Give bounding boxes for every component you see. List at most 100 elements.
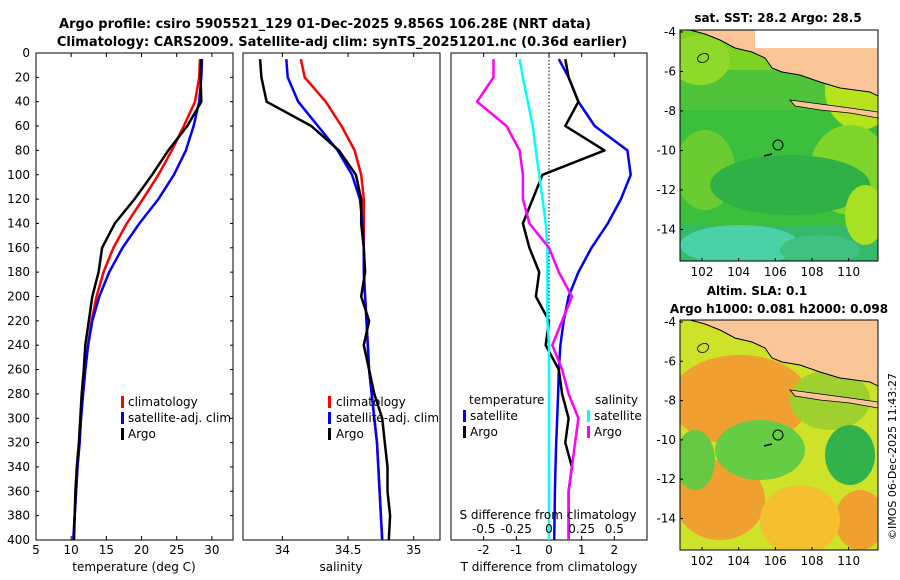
depth-tick-label: 100: [7, 168, 30, 182]
s-tick-label: 0: [545, 522, 553, 536]
depth-tick-label: 40: [15, 95, 30, 109]
legend-swatch-satellite-adj: [121, 412, 124, 424]
sla-map-axes: 102 104 106 108 110 -4 -6 -8 -10 -12 -14: [656, 315, 860, 568]
depth-tick-label: 280: [7, 387, 30, 401]
legend-swatch-argo: [328, 428, 331, 440]
series-line-argo: [72, 59, 203, 541]
temperature-x-axis: 5 10 15 20 25 30: [32, 53, 220, 557]
legend-label-t-satellite: satellite: [470, 409, 518, 423]
lat-tick-label: -8: [664, 104, 676, 118]
figure-title-line2: Climatology: CARS2009. Satellite-adj cli…: [57, 35, 627, 50]
series-line-satellite-adj-clim: [285, 59, 384, 541]
x-tick-label: -2: [478, 543, 490, 557]
x-tick-label: 25: [169, 543, 184, 557]
t-difference-label: T difference from climatology: [460, 560, 638, 574]
temperature-panel: 0204060801001201401601802002202402602803…: [7, 46, 647, 574]
depth-tick-label: 380: [7, 509, 30, 523]
lat-tick-label: -6: [664, 64, 676, 78]
temperature-axes-box: [35, 52, 234, 541]
legend-label-s-satellite: satellite: [594, 409, 642, 423]
legend-swatch-s-satellite: [587, 410, 590, 422]
legend-heading-salinity: salinity: [595, 393, 638, 407]
x-tick-label: 10: [64, 543, 79, 557]
sla-map: Altim. SLA: 0.1 Argo h1000: 0.081 h2000:…: [656, 284, 888, 568]
figure-title-line1: Argo profile: csiro 5905521_129 01-Dec-2…: [59, 17, 591, 32]
legend-swatch-t-satellite: [463, 410, 466, 422]
sst-map: sat. SST: 28.2 Argo: 28.5 102 104 106 108 11…: [656, 11, 879, 279]
depth-tick-label: 400: [7, 533, 30, 547]
lon-tick-label: 106: [764, 265, 787, 279]
salinity-x-axis: 34 34.5 35: [275, 53, 421, 557]
legend-label-argo: Argo: [336, 427, 364, 441]
lon-tick-label: 110: [837, 554, 860, 568]
depth-tick-label: 260: [7, 363, 30, 377]
lon-tick-label: 106: [764, 554, 787, 568]
temperature-legend: climatology satellite-adj. clim Argo: [121, 395, 231, 441]
sst-map-title: sat. SST: 28.2 Argo: 28.5: [694, 11, 861, 25]
x-tick-label: 0: [545, 543, 553, 557]
s-tick-label: 0.5: [605, 522, 624, 536]
sst-map-image: [680, 30, 878, 261]
legend-label-s-argo: Argo: [594, 425, 622, 439]
lat-tick-label: -4: [664, 315, 676, 329]
x-tick-label: 30: [204, 543, 219, 557]
lat-tick-label: -12: [656, 472, 676, 486]
depth-tick-label: 60: [15, 119, 30, 133]
lat-tick-label: -4: [664, 25, 676, 39]
sla-map-title-line1: Altim. SLA: 0.1: [707, 284, 808, 298]
lon-tick-label: 108: [801, 265, 824, 279]
series-line-temperature-argo: [521, 58, 606, 540]
salinity-lines: [258, 58, 392, 541]
series-line-temperature-satellite: [552, 58, 632, 541]
lat-tick-label: -8: [664, 394, 676, 408]
difference-legend: temperature satellite Argo salinity sate…: [463, 393, 642, 439]
depth-tick-label: 180: [7, 265, 30, 279]
depth-tick-label: 80: [15, 143, 30, 157]
lon-tick-label: 104: [727, 265, 750, 279]
x-tick-label: 5: [32, 543, 40, 557]
depth-tick-label: 320: [7, 436, 30, 450]
legend-swatch-satellite-adj: [328, 412, 331, 424]
lat-tick-label: -10: [656, 433, 676, 447]
lat-tick-label: -10: [656, 143, 676, 157]
salinity-legend: climatology satellite-adj. clim Argo: [328, 395, 439, 441]
sst-map-axes: 102 104 106 108 110 -4 -6 -8 -10 -12 -14: [656, 25, 860, 279]
depth-tick-label: 160: [7, 241, 30, 255]
lat-tick-label: -14: [656, 222, 676, 236]
depth-tick-label: 20: [15, 70, 30, 84]
depth-tick-label: 240: [7, 338, 30, 352]
depth-tick-label: 360: [7, 484, 30, 498]
depth-tick-label: 200: [7, 290, 30, 304]
difference-panel: -2 -1 0 1 2 S difference from climatology -0…: [450, 52, 648, 574]
x-tick-label: -1: [510, 543, 522, 557]
legend-swatch-t-argo: [463, 426, 466, 438]
x-tick-label: 34.5: [335, 543, 362, 557]
legend-swatch-climatology: [121, 396, 124, 408]
salinity-panel: 34 34.5 35 salinity climatology satellite-…: [242, 52, 441, 574]
legend-label-satellite-adj: satellite-adj. clim: [336, 411, 439, 425]
legend-label-argo: Argo: [128, 427, 156, 441]
salinity-xlabel: salinity: [319, 560, 362, 574]
sla-map-title-line2: Argo h1000: 0.081 h2000: 0.098: [670, 302, 888, 316]
temperature-xlabel: temperature (deg C): [72, 560, 195, 574]
lon-tick-label: 102: [691, 265, 714, 279]
s-tick-label: -0.5: [472, 522, 495, 536]
series-line-salinity-satellite: [518, 58, 551, 540]
s-tick-label: -0.25: [501, 522, 532, 536]
difference-x-axis: -2 -1 0 1 2: [478, 53, 618, 557]
sst-map-frame: [679, 29, 879, 262]
x-tick-label: 34: [275, 543, 290, 557]
lat-tick-label: -12: [656, 183, 676, 197]
lon-tick-label: 108: [801, 554, 824, 568]
s-tick-label: 0.25: [568, 522, 595, 536]
temperature-lines: [72, 59, 204, 541]
sla-map-image: [680, 320, 878, 550]
lat-tick-label: -6: [664, 354, 676, 368]
x-tick-label: 1: [578, 543, 586, 557]
x-tick-label: 2: [611, 543, 619, 557]
x-tick-label: 35: [406, 543, 421, 557]
series-line-argo: [258, 59, 392, 541]
legend-label-climatology: climatology: [128, 395, 198, 409]
x-tick-label: 15: [99, 543, 114, 557]
